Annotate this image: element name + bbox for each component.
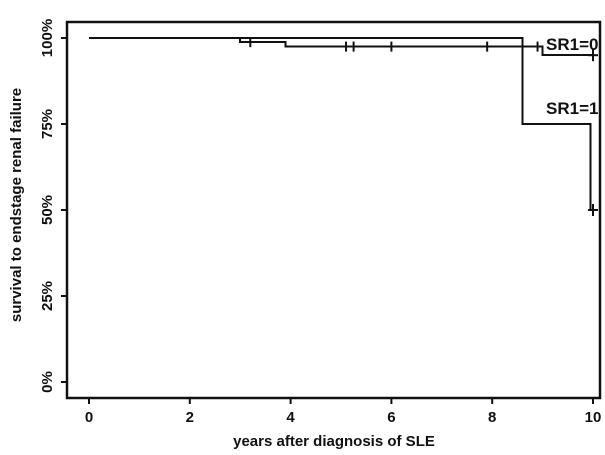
x-tick-label: 8 [488,409,496,426]
x-tick-label: 10 [585,409,602,426]
x-tick-label: 4 [286,409,295,426]
x-tick-label: 6 [387,409,395,426]
series-line-SR1=1 [89,37,593,211]
y-tick-label: 0% [39,371,56,393]
series-label: SR1=0 [546,35,598,54]
x-axis-label: years after diagnosis of SLE [233,433,435,450]
chart-ticks: 0 2 4 6 8 100%25%50%75%100% [39,19,601,426]
y-tick-label: 50% [39,195,56,225]
series-line-SR1=0 [89,37,593,57]
chart-axes [65,20,602,400]
x-tick-label: 2 [186,409,194,426]
y-tick-label: 75% [39,109,56,139]
chart-series: SR1=0 SR1=1 [89,35,598,216]
y-axis-label: survival to endstage renal failure [8,88,25,322]
y-tick-label: 100% [39,19,56,57]
y-tick-label: 25% [39,281,56,311]
plot-frame [65,20,602,400]
series-label: SR1=1 [546,99,598,118]
x-tick-label: 0 [85,409,93,426]
